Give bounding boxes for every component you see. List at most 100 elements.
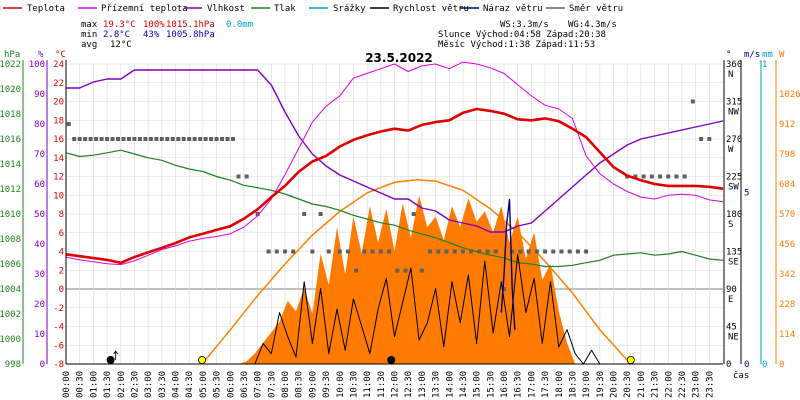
direction-point-7 (105, 137, 110, 141)
stat-min-hum: 43% (143, 30, 160, 40)
direction-point-81 (690, 99, 695, 104)
stat-max-temp: 19.3°C (103, 20, 136, 30)
wind-axis-label: m/s (744, 50, 760, 60)
wind-tick-1: 5 (744, 189, 749, 199)
x-tick-17: 08:30 (295, 371, 305, 398)
direction-tick-8: 360 (726, 60, 742, 70)
direction-axis-label: ° (726, 50, 731, 60)
legend-item-rychlost-vetru: Rychlost větru (370, 4, 469, 14)
x-tick-22: 11:00 (363, 371, 373, 398)
pressure-tick-8: 1014 (0, 160, 21, 170)
solar-tick-6: 684 (779, 180, 795, 190)
series-ground-temperature (65, 61, 724, 266)
legend-item-vlhkost: Vlhkost (184, 4, 245, 14)
direction-name-4: S (728, 220, 733, 230)
pressure-tick-12: 1022 (0, 60, 21, 70)
direction-point-35 (274, 249, 279, 254)
series-sun-elevation (201, 179, 632, 365)
wind-tick-0: 0 (744, 360, 749, 370)
direction-point-23 (192, 137, 197, 141)
direction-point-31 (236, 174, 241, 179)
x-tick-9: 04:30 (185, 371, 195, 398)
stat-moon: Měsíc Východ:1:38 Západ:11:53 (438, 40, 595, 50)
x-tick-44: 22:00 (664, 371, 674, 398)
solar-tick-8: 912 (779, 120, 795, 130)
x-tick-5: 02:30 (130, 371, 140, 398)
direction-point-47 (378, 249, 383, 254)
solar-tick-9: 1026 (779, 90, 800, 100)
direction-point-56 (452, 249, 457, 254)
stat-min-temp: 2.8°C (103, 30, 130, 40)
direction-point-53 (428, 249, 433, 254)
direction-point-5 (94, 137, 99, 141)
pressure-tick-1: 1000 (0, 335, 21, 345)
series-pressure (65, 149, 724, 268)
pressure-tick-2: 1002 (0, 310, 21, 320)
direction-point-17 (159, 137, 164, 141)
temperature-tick-13: 18 (53, 116, 64, 126)
x-axis-label: čas (733, 370, 749, 381)
direction-point-62 (502, 287, 506, 291)
direction-point-22 (187, 137, 192, 141)
direction-point-77 (658, 174, 663, 179)
series-wind-gust (500, 198, 516, 330)
stat-sun: Slunce Východ:04:58 Západ:20:38 (438, 30, 606, 40)
direction-point-43 (345, 249, 350, 254)
direction-point-83 (707, 137, 712, 141)
direction-point-48 (387, 249, 392, 254)
stat-max-label: max (81, 20, 98, 30)
x-tick-14: 07:00 (254, 371, 264, 398)
direction-point-2 (77, 137, 82, 141)
direction-point-27 (214, 137, 219, 141)
rain-axis-label: mm (762, 50, 773, 60)
x-tick-7: 03:30 (158, 371, 168, 398)
temperature-tick-7: 6 (59, 229, 64, 239)
x-tick-11: 05:30 (213, 371, 223, 398)
rain-tick-0: 0 (762, 360, 767, 370)
wind-direction-points (66, 99, 712, 291)
x-tick-3: 01:30 (103, 371, 113, 398)
direction-point-67 (543, 249, 548, 254)
marker-sunrise (198, 355, 207, 364)
series-humidity (66, 69, 724, 233)
direction-point-58 (469, 249, 474, 254)
legend: Teplota Přízemní teplota Vlhkost Tlak Sr… (3, 4, 623, 14)
x-tick-15: 07:30 (267, 371, 277, 398)
temperature-tick-12: 16 (53, 135, 64, 145)
temperature-tick-10: 12 (53, 173, 64, 183)
legend-item-tlak: Tlak (251, 4, 296, 14)
direction-point-16 (154, 137, 159, 141)
legend-item-srazky: Srážky (309, 4, 366, 14)
direction-point-19 (170, 137, 175, 141)
humidity-tick-8: 80 (34, 120, 45, 130)
solar-tick-4: 456 (779, 240, 795, 250)
temperature-tick-15: 22 (53, 79, 64, 89)
direction-point-8 (110, 137, 115, 141)
solar-tick-1: 114 (779, 330, 795, 340)
x-tick-19: 09:30 (322, 371, 332, 398)
direction-point-65 (526, 249, 531, 254)
direction-tick-4: 180 (726, 210, 742, 220)
direction-point-75 (641, 174, 646, 179)
direction-point-10 (121, 137, 126, 141)
x-tick-36: 18:00 (555, 371, 565, 398)
solar-tick-5: 570 (779, 210, 795, 220)
direction-point-11 (126, 137, 131, 141)
direction-point-14 (143, 137, 148, 141)
direction-point-34 (266, 249, 271, 254)
temperature-tick-14: 20 (53, 98, 64, 108)
temperature-tick-0: -8 (53, 360, 64, 370)
direction-tick-3: 135 (726, 248, 742, 258)
direction-tick-5: 225 (726, 173, 742, 183)
direction-point-33 (255, 212, 260, 216)
pressure-tick-6: 1010 (0, 210, 21, 220)
direction-point-36 (283, 249, 287, 254)
direction-point-30 (230, 137, 235, 141)
legend-label-smer-vetru: Směr větru (569, 4, 623, 14)
legend-label-prizemni-teplota: Přízemní teplota (101, 4, 188, 14)
direction-name-7: NW (728, 108, 739, 118)
x-tick-45: 22:30 (678, 371, 688, 398)
direction-point-40 (318, 212, 323, 216)
direction-point-74 (633, 174, 638, 179)
stat-min-press: 1005.8hPa (166, 30, 215, 40)
